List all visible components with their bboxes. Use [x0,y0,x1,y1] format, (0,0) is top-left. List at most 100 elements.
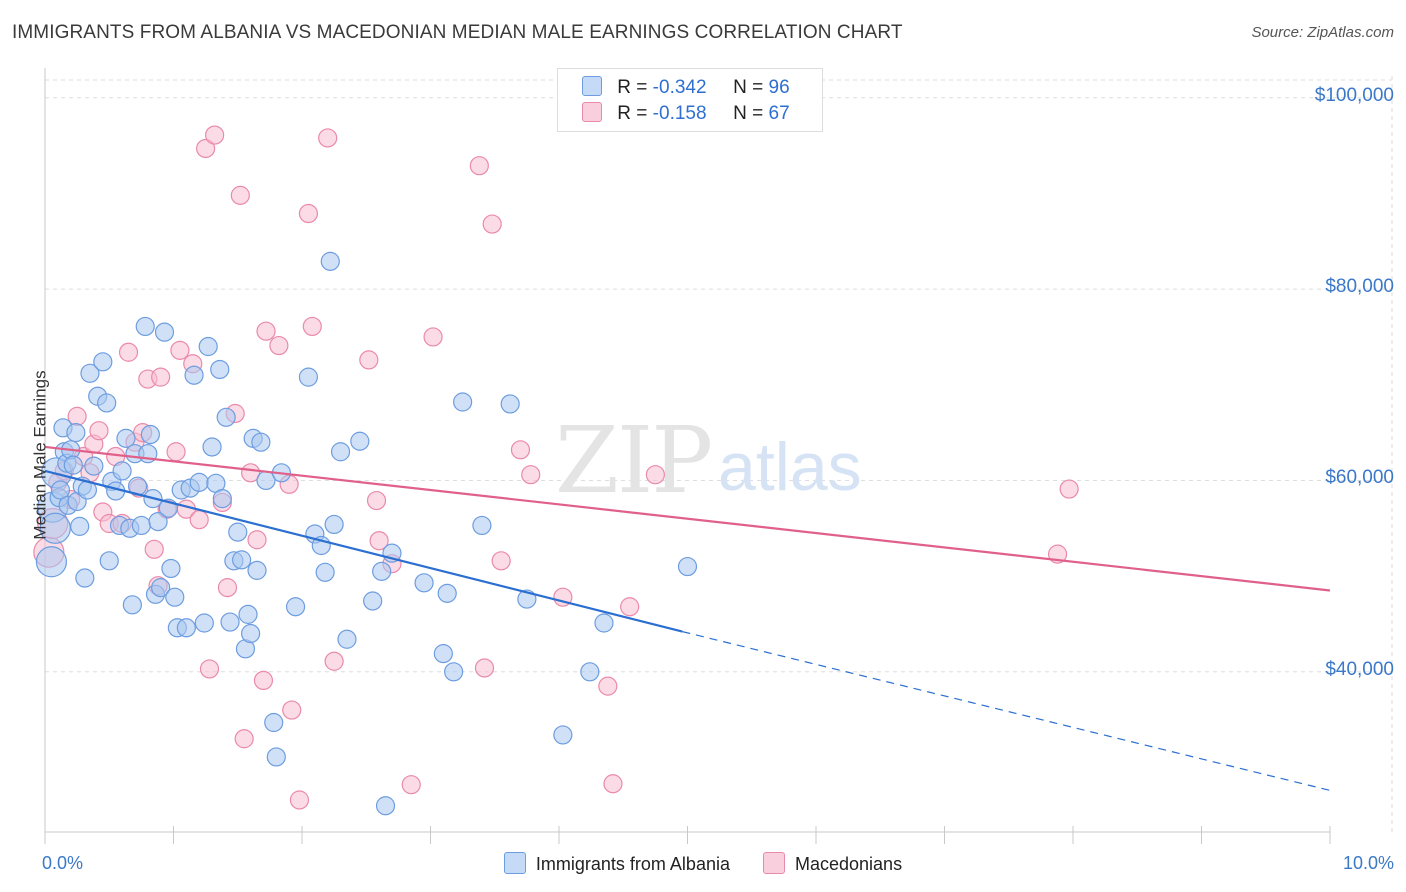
data-point [256,321,276,341]
data-point [144,539,164,559]
legend-r-label: R = [617,103,648,124]
data-point [75,568,95,588]
data-point [116,428,136,448]
data-point [148,511,168,532]
data-point [521,465,541,485]
data-point [241,463,261,483]
watermark-atlas: atlas [718,429,862,505]
data-point [401,775,421,795]
data-point [99,551,119,571]
macedonians-legend-label: Macedonians [795,854,903,874]
data-point [154,322,175,342]
data-point [444,662,464,682]
data-point [453,392,473,412]
data-point [264,712,284,733]
data-point [161,558,181,579]
data-point [315,562,335,582]
data-point [289,790,310,810]
data-point [165,587,185,607]
data-point [677,556,698,577]
axes [44,68,1331,844]
data-point [372,561,392,581]
data-point [220,612,240,632]
y-tick-label: $100,000 [1314,84,1394,106]
albania-trend-extension [682,631,1331,792]
data-point [469,156,489,176]
albania-points [35,251,698,816]
data-point [238,604,258,624]
data-point [131,515,151,536]
data-point [232,550,252,570]
data-point [324,651,344,671]
legend-r-label: R = [617,77,648,98]
data-point [580,662,600,682]
watermark-zip: ZIP [555,407,711,514]
y-tick-label: $60,000 [1325,467,1394,489]
data-point [510,440,531,460]
data-point [176,618,196,638]
data-point [472,515,492,536]
data-point [241,623,261,644]
data-point [84,456,104,476]
data-point [66,423,86,443]
legend-row-albania: R = -0.342 N = 96 [582,76,790,99]
albania-swatch [582,76,602,96]
data-point [198,336,218,357]
data-point [194,613,214,633]
data-point [210,359,230,380]
data-point [375,796,396,816]
legend-r-value: -0.342 [652,77,707,98]
legend-row-macedonians: R = -0.158 N = 67 [582,102,790,125]
data-point [491,551,511,571]
data-point [170,340,190,360]
legend-item-macedonians[interactable]: Macedonians [763,852,902,875]
data-point [482,214,502,234]
data-point [437,583,457,603]
legend-n-value: 96 [768,77,790,98]
data-point [474,658,495,678]
data-point [298,203,319,224]
data-point [414,573,434,593]
albania-legend-swatch [503,852,526,874]
data-point [80,363,100,383]
data-point [70,516,90,536]
data-point [97,393,117,413]
source-label: Source: ZipAtlas.com [1251,24,1394,41]
chart-title: IMMIGRANTS FROM ALBANIA VS MACEDONIAN ME… [12,22,903,43]
data-point [366,490,387,511]
y-tick-label: $80,000 [1325,276,1394,298]
data-point [199,659,220,679]
data-point [433,644,453,664]
data-point [363,591,383,611]
trend-lines [44,445,1331,792]
data-point [269,335,289,356]
macedonians-trend-line [44,445,1331,592]
legend-r-value: -0.158 [652,103,707,124]
data-point [1059,479,1079,499]
data-point [118,342,139,362]
albania-trend-line [44,469,683,633]
data-point [212,489,232,509]
data-point [330,442,351,462]
data-point [298,367,319,387]
series-legend: Immigrants from Albania Macedonians [0,852,1406,875]
watermark: ZIP atlas [555,407,862,514]
data-point [189,510,209,530]
legend-item-albania[interactable]: Immigrants from Albania [503,852,730,875]
data-point [216,407,236,427]
data-point [93,352,113,372]
data-point [320,251,340,271]
data-point [251,432,271,452]
data-point [594,613,614,633]
data-point [553,725,573,745]
data-point [324,514,344,535]
data-point [39,512,71,544]
data-point [112,461,132,481]
macedonians-swatch [582,102,602,122]
data-point [63,455,83,475]
data-point [620,597,640,617]
data-point [302,316,322,337]
data-point [253,670,274,691]
data-point [50,480,71,500]
data-point [318,128,338,148]
